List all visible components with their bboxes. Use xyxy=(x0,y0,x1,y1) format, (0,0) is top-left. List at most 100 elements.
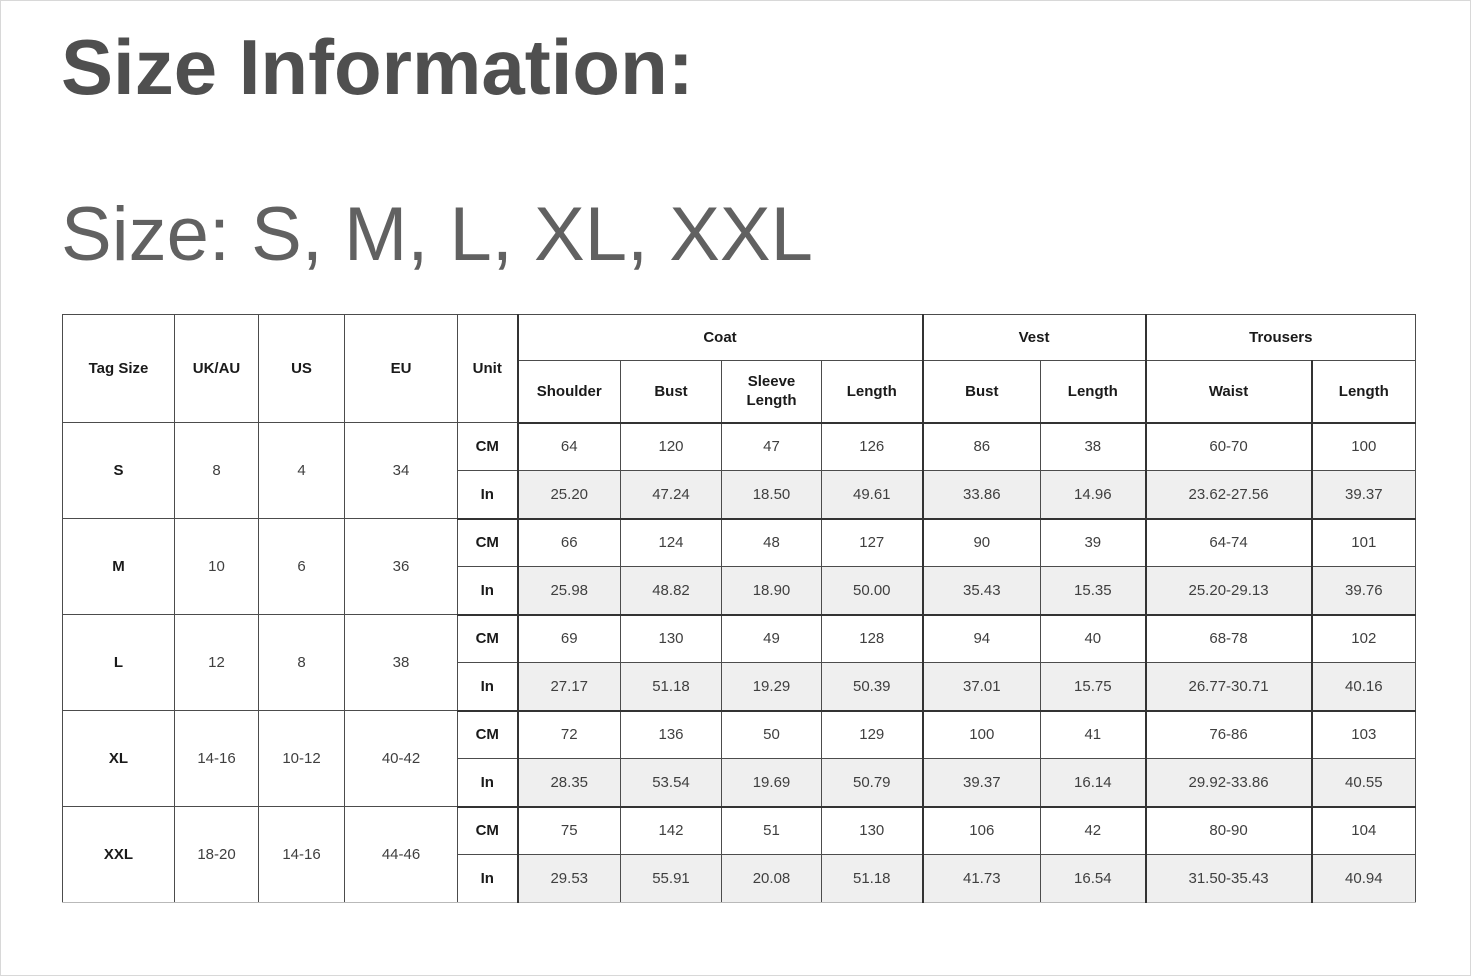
measurement-cell: 29.53 xyxy=(516,854,621,904)
measurement-cell: 41.73 xyxy=(921,854,1042,904)
page-title: Size Information: xyxy=(61,23,694,111)
eu-cell: 38 xyxy=(344,614,458,712)
measurement-cell: 50.79 xyxy=(820,758,924,808)
measurement-cell: 15.75 xyxy=(1040,662,1147,712)
eu-cell: 34 xyxy=(344,422,458,520)
measurement-cell: 14.96 xyxy=(1040,470,1147,520)
column-header-coat-bust: Bust xyxy=(620,360,722,424)
measurement-cell: 104 xyxy=(1310,806,1417,856)
unit-cell-cm: CM xyxy=(457,614,518,664)
unit-cell-cm: CM xyxy=(457,518,518,568)
measurement-cell: 60-70 xyxy=(1144,422,1313,472)
group-header-coat: Coat xyxy=(516,314,924,362)
measurement-cell: 51.18 xyxy=(620,662,722,712)
size-chart-table: Tag Size UK/AU US EU Unit Coat Vest Trousers Sho… xyxy=(62,314,1417,904)
measurement-cell: 126 xyxy=(820,422,924,472)
measurement-cell: 40.55 xyxy=(1310,758,1417,808)
measurement-cell: 29.92-33.86 xyxy=(1144,758,1313,808)
measurement-cell: 75 xyxy=(516,806,621,856)
table-row-l-cm: L 12 8 38 CM 69 130 49 128 94 40 68-78 102 xyxy=(62,614,1417,712)
group-header-trousers: Trousers xyxy=(1144,314,1417,362)
measurement-cell: 68-78 xyxy=(1144,614,1313,664)
measurement-cell: 129 xyxy=(820,710,924,760)
measurement-cell: 50.00 xyxy=(820,566,924,616)
header-row-sub: Shoulder Bust Sleeve Length Length Bust Lengt… xyxy=(63,360,1417,424)
uk-au-cell: 12 xyxy=(174,614,259,712)
column-header-us: US xyxy=(258,314,345,424)
column-header-eu: EU xyxy=(344,314,458,424)
us-cell: 6 xyxy=(258,518,345,616)
size-chart-body: S 8 4 34 CM 64 120 47 126 86 38 60-70 100 In 25.20 47.2… xyxy=(62,422,1417,904)
measurement-cell: 18.90 xyxy=(721,566,822,616)
size-tag-cell: XL xyxy=(62,710,175,808)
measurement-cell: 35.43 xyxy=(921,566,1042,616)
measurement-cell: 103 xyxy=(1310,710,1417,760)
column-header-uk-au: UK/AU xyxy=(174,314,259,424)
measurement-cell: 127 xyxy=(820,518,924,568)
header-row-top: Tag Size UK/AU US EU Unit Coat Vest Trousers xyxy=(62,314,1417,424)
table-row-xl-cm: XL 14-16 10-12 40-42 CM 72 136 50 129 100 41 76-86 1… xyxy=(62,710,1417,808)
column-header-vest-bust: Bust xyxy=(921,360,1042,424)
table-row-xxl-in: In 29.53 55.91 20.08 51.18 41.73 16.54 31.50-35… xyxy=(63,854,1417,904)
table-row-xxl-cm: XXL 18-20 14-16 44-46 CM 75 142 51 130 106 42 80-90… xyxy=(62,806,1417,904)
measurement-cell: 80-90 xyxy=(1144,806,1313,856)
measurement-cell: 15.35 xyxy=(1040,566,1147,616)
measurement-cell: 42 xyxy=(1040,806,1147,856)
measurement-cell: 48 xyxy=(721,518,822,568)
measurement-cell: 120 xyxy=(620,422,722,472)
measurement-cell: 51 xyxy=(721,806,822,856)
column-header-coat-length: Length xyxy=(820,360,924,424)
uk-au-cell: 8 xyxy=(174,422,259,520)
measurement-cell: 130 xyxy=(620,614,722,664)
column-header-unit: Unit xyxy=(457,314,518,424)
table-row-xl-in: In 28.35 53.54 19.69 50.79 39.37 16.14 29.92-33… xyxy=(63,758,1417,808)
us-cell: 8 xyxy=(258,614,345,712)
us-cell: 10-12 xyxy=(258,710,345,808)
measurement-cell: 130 xyxy=(820,806,924,856)
measurement-cell: 39.76 xyxy=(1310,566,1417,616)
measurement-cell: 16.54 xyxy=(1040,854,1147,904)
unit-cell-in: In xyxy=(457,854,518,904)
size-tag-cell: M xyxy=(62,518,175,616)
measurement-cell: 37.01 xyxy=(921,662,1042,712)
measurement-cell: 23.62-27.56 xyxy=(1144,470,1313,520)
measurement-cell: 28.35 xyxy=(516,758,621,808)
size-list-subtitle: Size: S, M, L, XL, XXL xyxy=(61,191,813,277)
unit-cell-cm: CM xyxy=(457,806,518,856)
table-row-m-cm: M 10 6 36 CM 66 124 48 127 90 39 64-74 101 xyxy=(62,518,1417,616)
measurement-cell: 40.16 xyxy=(1310,662,1417,712)
measurement-cell: 94 xyxy=(921,614,1042,664)
measurement-cell: 39.37 xyxy=(1310,470,1417,520)
measurement-cell: 50 xyxy=(721,710,822,760)
column-header-trousers-length: Length xyxy=(1310,360,1417,424)
measurement-cell: 64 xyxy=(516,422,621,472)
table-row-m-in: In 25.98 48.82 18.90 50.00 35.43 15.35 25.20-29… xyxy=(63,566,1417,616)
column-header-vest-length: Length xyxy=(1040,360,1147,424)
measurement-cell: 40.94 xyxy=(1310,854,1417,904)
measurement-cell: 39 xyxy=(1040,518,1147,568)
measurement-cell: 55.91 xyxy=(620,854,722,904)
measurement-cell: 47 xyxy=(721,422,822,472)
measurement-cell: 40 xyxy=(1040,614,1147,664)
uk-au-cell: 14-16 xyxy=(174,710,259,808)
measurement-cell: 136 xyxy=(620,710,722,760)
unit-cell-in: In xyxy=(457,662,518,712)
measurement-cell: 106 xyxy=(921,806,1042,856)
us-cell: 14-16 xyxy=(258,806,345,904)
unit-cell-in: In xyxy=(457,758,518,808)
measurement-cell: 33.86 xyxy=(921,470,1042,520)
eu-cell: 44-46 xyxy=(344,806,458,904)
measurement-cell: 51.18 xyxy=(820,854,924,904)
measurement-cell: 101 xyxy=(1310,518,1417,568)
measurement-cell: 90 xyxy=(921,518,1042,568)
measurement-cell: 100 xyxy=(921,710,1042,760)
column-header-coat-sleeve-length: Sleeve Length xyxy=(721,360,822,424)
measurement-cell: 50.39 xyxy=(820,662,924,712)
measurement-cell: 48.82 xyxy=(620,566,722,616)
measurement-cell: 25.20 xyxy=(516,470,621,520)
unit-cell-in: In xyxy=(457,566,518,616)
column-header-trousers-waist: Waist xyxy=(1144,360,1313,424)
eu-cell: 36 xyxy=(344,518,458,616)
table-row-s-cm: S 8 4 34 CM 64 120 47 126 86 38 60-70 100 xyxy=(62,422,1417,520)
size-chart-header: Tag Size UK/AU US EU Unit Coat Vest Trousers Sho… xyxy=(62,314,1417,424)
